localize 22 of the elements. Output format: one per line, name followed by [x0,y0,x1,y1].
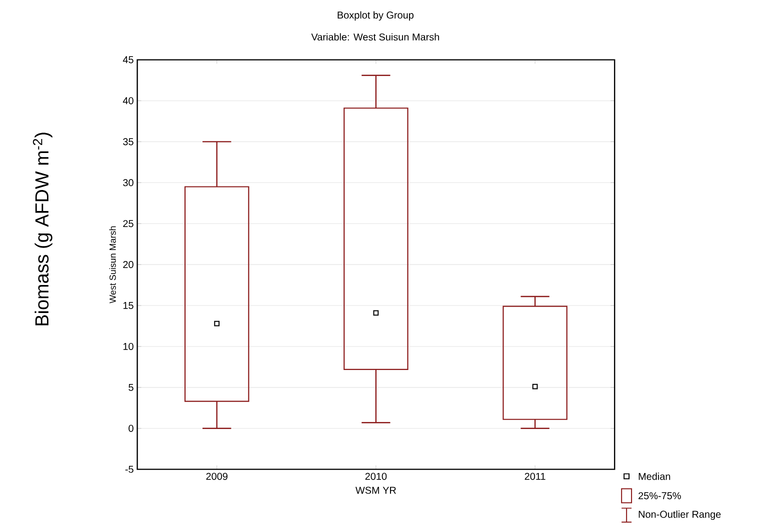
y-tick-label: 30 [123,179,134,186]
y-tick-label: 35 [123,138,134,146]
x-tick-label: 2010 [365,472,387,480]
x-tick-label: 2009 [206,472,228,480]
x-axis-title: WSM YR [356,486,396,494]
x-tick-label: 2011 [524,472,546,480]
text: Median [638,472,670,480]
text: Non-Outlier Range [638,510,721,520]
text: Biomass (g AFDW m$^{-2}$) [32,132,52,326]
chart-title: Boxplot by Group [338,11,414,21]
y-tick-label: -5 [125,466,134,473]
y-tick-label: 15 [123,302,134,309]
y-tick-label: 40 [122,97,134,104]
y-tick-label: 10 [123,342,134,350]
y-tick-label: 25 [123,220,134,228]
y-tick-label: 45 [122,56,134,64]
y-axis-title: West Suisun Marsh [109,226,116,304]
chart-subtitle: Variable: West Suisun Marsh [311,33,440,40]
y-tick-label: 20 [123,260,134,268]
y-tick-label: 0 [128,424,134,432]
y-tick-label: 5 [128,384,134,391]
text: 25%-75% [638,492,681,500]
